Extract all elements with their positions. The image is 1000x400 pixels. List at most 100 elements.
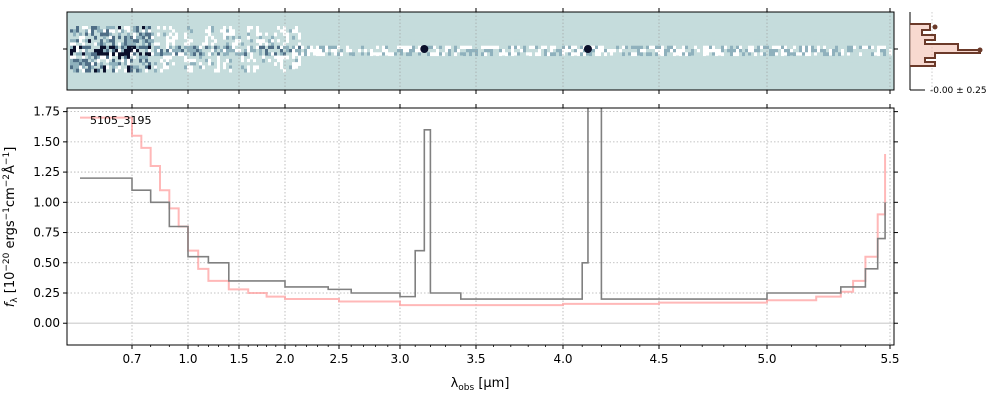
spectrum-2d-pixel (811, 39, 814, 43)
spectrum-2d-pixel (628, 32, 631, 37)
spectrum-2d-pixel (181, 42, 184, 47)
spectrum-2d-pixel (772, 42, 775, 47)
spectrum-2d-pixel (223, 65, 226, 70)
spectrum-2d-pixel (499, 26, 502, 30)
spectrum-2d-pixel (283, 42, 286, 47)
spectrum-2d-pixel (685, 65, 688, 70)
spectrum-2d-pixel (187, 68, 190, 73)
spectrum-2d-pixel (253, 32, 256, 37)
spectrum-2d-pixel (256, 52, 259, 57)
spectrum-2d-pixel (316, 29, 319, 34)
spectrum-2d-pixel (385, 29, 388, 34)
spectrum-2d-pixel (418, 39, 421, 43)
spectrum-2d-pixel (364, 35, 367, 40)
spectrum-2d-pixel (553, 52, 556, 57)
spectrum-2d-pixel (127, 58, 130, 63)
spectrum-2d-pixel (268, 35, 271, 40)
spectrum-2d-pixel (433, 26, 436, 30)
spectrum-2d-pixel (568, 52, 571, 57)
spectrum-2d-pixel (244, 58, 247, 63)
spectrum-2d-pixel (817, 49, 820, 53)
spectrum-2d-pixel (379, 52, 382, 57)
spectrum-2d-pixel (817, 29, 820, 34)
spectrum-2d-pixel (865, 42, 868, 47)
spectrum-2d-pixel (343, 26, 346, 30)
spectrum-2d-pixel (142, 49, 145, 53)
spectrum-2d-pixel (322, 65, 325, 70)
spectrum-2d-pixel (124, 39, 127, 43)
spectrum-2d-pixel (403, 45, 406, 50)
spectrum-2d-pixel (364, 52, 367, 57)
spectrum-2d-pixel (295, 58, 298, 63)
spectrum-2d-pixel (196, 49, 199, 53)
x-tick-label: 4.0 (553, 352, 572, 366)
spectrum-2d-pixel (355, 35, 358, 40)
spectrum-2d-pixel (874, 55, 877, 60)
spectrum-2d-pixel (733, 68, 736, 73)
spectrum-2d-pixel (682, 49, 685, 53)
spectrum-2d-pixel (301, 35, 304, 40)
spectrum-2d-pixel (229, 32, 232, 37)
spectrum-2d-pixel (634, 29, 637, 34)
spectrum-2d-pixel (133, 49, 136, 53)
spectrum-2d-pixel (211, 65, 214, 70)
spectrum-2d-pixel (241, 35, 244, 40)
spectrum-2d-pixel (853, 62, 856, 66)
spectrum-2d-pixel (406, 49, 409, 53)
spectrum-2d-pixel (427, 49, 430, 53)
spectrum-2d-pixel (253, 42, 256, 47)
spectrum-2d-pixel (754, 45, 757, 50)
spectrum-2d-pixel (106, 26, 109, 30)
spectrum-2d-pixel (493, 49, 496, 53)
spectrum-2d-pixel (751, 55, 754, 60)
spectrum-2d-pixel (247, 58, 250, 63)
spectrum-2d-pixel (160, 52, 163, 57)
spectrum-2d-pixel (775, 49, 778, 53)
spectrum-2d-pixel (373, 32, 376, 37)
spectrum-2d-pixel (112, 42, 115, 47)
spectrum-2d-pixel (97, 26, 100, 30)
spectrum-2d-pixel (148, 62, 151, 66)
spectrum-2d-pixel (193, 62, 196, 66)
spectrum-2d-pixel (754, 42, 757, 47)
spectrum-2d-pixel (82, 39, 85, 43)
spectrum-2d-pixel (121, 52, 124, 57)
spectrum-2d-pixel (670, 45, 673, 50)
spectrum-2d-pixel (364, 42, 367, 47)
spectrum-2d-pixel (127, 52, 130, 57)
spectrum-2d-pixel (430, 45, 433, 50)
y-tick-labels: 0.000.250.500.751.001.251.501.75 (33, 105, 60, 331)
spectrum-2d-pixel (307, 52, 310, 57)
spectrum-2d-pixel (229, 45, 232, 50)
spectrum-2d-pixel (646, 26, 649, 30)
spectrum-2d-pixel (643, 68, 646, 73)
spectrum-2d-pixel (349, 29, 352, 34)
spectrum-2d-pixel (73, 49, 76, 53)
spectrum-2d-pixel (406, 32, 409, 37)
spectrum-2d-pixel (274, 68, 277, 73)
spectrum-2d-pixel (94, 26, 97, 30)
spectrum-2d-pixel (319, 29, 322, 34)
spectrum-2d-pixel (823, 49, 826, 53)
spectrum-2d-pixel (745, 65, 748, 70)
spectrum-2d-pixel (391, 32, 394, 37)
spectrum-2d-pixel (388, 45, 391, 50)
spectrum-2d-pixel (436, 42, 439, 47)
spectrum-2d-pixel (217, 26, 220, 30)
spectrum-2d-pixel (94, 35, 97, 40)
spectrum-2d-pixel (688, 49, 691, 53)
spectrum-2d-pixel (148, 42, 151, 47)
spectrum-2d-pixel (523, 35, 526, 40)
spectrum-2d-pixel (532, 45, 535, 50)
spectrum-2d-pixel (127, 55, 130, 60)
spectrum-2d-pixel (145, 55, 148, 60)
spectrum-2d-pixel (106, 55, 109, 60)
spectrum-2d-pixel (610, 52, 613, 57)
x-tick-label: 4.5 (649, 352, 668, 366)
spectrum-2d-pixel (262, 49, 265, 53)
spectrum-2d-pixel (259, 52, 262, 57)
spectrum-2d-pixel (793, 65, 796, 70)
spectrum-2d-pixel (544, 52, 547, 57)
spectrum-2d-pixel (118, 29, 121, 34)
spectrum-2d-pixels (70, 26, 892, 73)
